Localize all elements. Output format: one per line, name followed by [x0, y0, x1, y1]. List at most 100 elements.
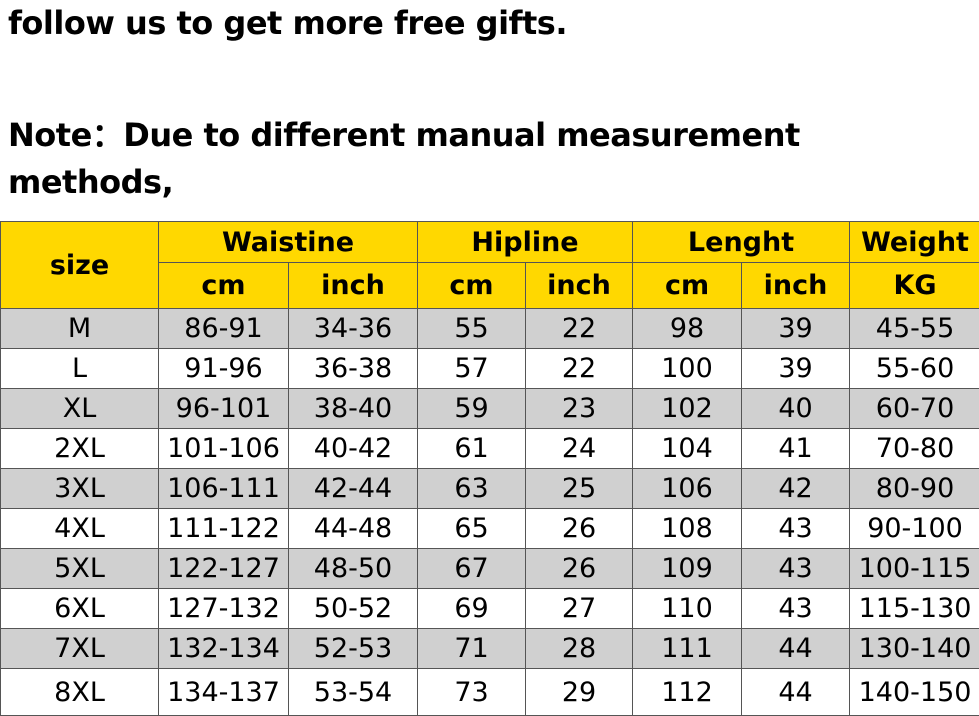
table-cell: 100 — [633, 349, 742, 389]
table-cell: 22 — [526, 309, 633, 349]
table-cell: 4XL — [1, 509, 159, 549]
table-cell: 26 — [526, 509, 633, 549]
table-cell: 130-140 — [850, 629, 979, 669]
table-cell: 3XL — [1, 469, 159, 509]
table-cell: 57 — [418, 349, 526, 389]
table-cell: 23 — [526, 389, 633, 429]
table-cell: 67 — [418, 549, 526, 589]
note-text: Note：Due to different manual measurement — [8, 110, 800, 156]
table-cell: inch — [289, 263, 418, 309]
table-cell: 27 — [526, 589, 633, 629]
table-cell: 63 — [418, 469, 526, 509]
table-cell: 91-96 — [159, 349, 289, 389]
table-cell: 50-52 — [289, 589, 418, 629]
table-cell: M — [1, 309, 159, 349]
table-cell: 5XL — [1, 549, 159, 589]
table-cell: 71 — [418, 629, 526, 669]
table-cell: 7XL — [1, 629, 159, 669]
table-cell: inch — [526, 263, 633, 309]
table-cell: 43 — [742, 509, 850, 549]
table-cell: 112 — [633, 669, 742, 716]
table-cell: 44-48 — [289, 509, 418, 549]
table-cell: 6XL — [1, 589, 159, 629]
table-cell: 109 — [633, 549, 742, 589]
table-cell: 69 — [418, 589, 526, 629]
table-cell: 2XL — [1, 429, 159, 469]
table-cell: 108 — [633, 509, 742, 549]
table-cell: 59 — [418, 389, 526, 429]
table-cell: 34-36 — [289, 309, 418, 349]
table-cell: 24 — [526, 429, 633, 469]
table-cell: 106-111 — [159, 469, 289, 509]
table-cell: 44 — [742, 629, 850, 669]
table-cell: 38-40 — [289, 389, 418, 429]
table-cell: 28 — [526, 629, 633, 669]
table-cell: 45-55 — [850, 309, 979, 349]
table-cell: 104 — [633, 429, 742, 469]
table-cell: 36-38 — [289, 349, 418, 389]
table-cell: 102 — [633, 389, 742, 429]
table-cell: 98 — [633, 309, 742, 349]
table-cell: 55-60 — [850, 349, 979, 389]
table-cell: 8XL — [1, 669, 159, 716]
table-cell: 40-42 — [289, 429, 418, 469]
table-cell: 70-80 — [850, 429, 979, 469]
table-cell: 39 — [742, 309, 850, 349]
table-cell: 61 — [418, 429, 526, 469]
table-cell: 86-91 — [159, 309, 289, 349]
table-cell: 122-127 — [159, 549, 289, 589]
table-cell: Waistine — [159, 222, 418, 263]
table-cell: cm — [633, 263, 742, 309]
table-cell: 22 — [526, 349, 633, 389]
table-cell: 53-54 — [289, 669, 418, 716]
table-cell: 52-53 — [289, 629, 418, 669]
table-cell: 25 — [526, 469, 633, 509]
table-cell: 134-137 — [159, 669, 289, 716]
table-cell: 65 — [418, 509, 526, 549]
table-cell: 106 — [633, 469, 742, 509]
table-cell: 29 — [526, 669, 633, 716]
table-cell: 80-90 — [850, 469, 979, 509]
table-cell: 100-115 — [850, 549, 979, 589]
table-cell: KG — [850, 263, 979, 309]
table-cell: 140-150 — [850, 669, 979, 716]
table-cell: 96-101 — [159, 389, 289, 429]
table-cell: 73 — [418, 669, 526, 716]
table-cell: 110 — [633, 589, 742, 629]
table-cell: 127-132 — [159, 589, 289, 629]
table-cell: cm — [418, 263, 526, 309]
table-cell: L — [1, 349, 159, 389]
table-cell: 48-50 — [289, 549, 418, 589]
table-cell: 42 — [742, 469, 850, 509]
table-cell: cm — [159, 263, 289, 309]
table-cell: 90-100 — [850, 509, 979, 549]
table-cell: 43 — [742, 549, 850, 589]
table-cell: 41 — [742, 429, 850, 469]
table-cell: Hipline — [418, 222, 633, 263]
table-cell: Lenght — [633, 222, 850, 263]
table-cell: 39 — [742, 349, 850, 389]
table-cell: 40 — [742, 389, 850, 429]
table-cell: 101-106 — [159, 429, 289, 469]
table-cell: 60-70 — [850, 389, 979, 429]
table-cell: 42-44 — [289, 469, 418, 509]
table-cell: 115-130 — [850, 589, 979, 629]
table-cell: 44 — [742, 669, 850, 716]
table-cell: 111-122 — [159, 509, 289, 549]
table-cell: 132-134 — [159, 629, 289, 669]
table-cell: Weight — [850, 222, 979, 263]
table-cell: 43 — [742, 589, 850, 629]
